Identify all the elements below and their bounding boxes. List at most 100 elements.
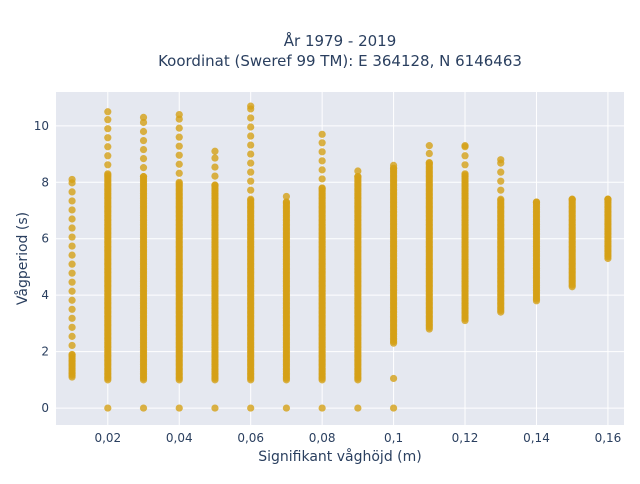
data-point [68, 260, 76, 268]
data-point [175, 404, 183, 412]
data-point [461, 161, 469, 169]
data-point [68, 269, 76, 277]
data-point [461, 170, 469, 178]
data-point [175, 160, 183, 168]
data-point [104, 134, 112, 142]
data-point [211, 172, 219, 180]
y-tick-label: 2 [41, 345, 49, 359]
x-tick-label: 0,14 [523, 431, 550, 445]
data-point [104, 161, 112, 169]
plot-background [56, 92, 624, 425]
data-point [354, 404, 362, 412]
data-point [389, 404, 398, 412]
data-point [247, 404, 255, 412]
data-point [211, 147, 219, 155]
data-point [175, 178, 183, 186]
data-point [139, 404, 148, 412]
data-point [247, 102, 255, 110]
x-tick-label: 0,12 [452, 431, 479, 445]
data-point [247, 114, 255, 122]
data-point [247, 150, 255, 158]
data-point [68, 224, 76, 232]
data-point [497, 168, 505, 176]
x-tick-label: 0,08 [309, 431, 336, 445]
data-point [68, 323, 76, 331]
data-point [68, 341, 76, 350]
data-point [211, 163, 219, 171]
data-point [104, 108, 112, 116]
data-point [104, 170, 112, 178]
data-point [175, 124, 183, 132]
x-tick-label: 0,06 [237, 431, 264, 445]
data-point [139, 127, 148, 136]
data-point [247, 132, 255, 140]
data-point [68, 197, 76, 205]
data-point [568, 195, 576, 203]
data-point [68, 350, 76, 359]
data-point [318, 404, 326, 412]
data-point [68, 305, 76, 313]
data-point [139, 113, 148, 121]
data-point [175, 110, 183, 119]
data-point [425, 158, 433, 167]
data-point [139, 118, 148, 127]
data-point [68, 296, 76, 304]
data-point [139, 173, 148, 181]
data-point [68, 175, 76, 184]
data-point [247, 186, 255, 194]
data-point [247, 195, 255, 203]
data-points [68, 102, 612, 412]
data-point [68, 188, 76, 196]
data-point [318, 166, 326, 174]
data-point [318, 148, 326, 156]
data-point [425, 142, 433, 150]
data-point [68, 314, 76, 322]
tick-labels: 0,02 0,04 0,06 0,08 0,1 0,12 0,14 0,16 0 2 4 6 8 10 [34, 119, 622, 445]
data-point [211, 181, 219, 189]
data-point [461, 142, 469, 150]
data-point [68, 233, 76, 241]
data-point [68, 251, 76, 259]
data-point [318, 175, 326, 183]
data-point [497, 195, 505, 203]
data-point [318, 139, 326, 147]
data-point [68, 287, 76, 295]
chart-title-line-1: År 1979 - 2019 [284, 31, 397, 50]
data-point [461, 152, 469, 160]
x-tick-label: 0,04 [166, 431, 193, 445]
y-tick-label: 0 [41, 401, 49, 415]
data-point [68, 206, 76, 214]
data-point [175, 142, 183, 150]
data-point [139, 145, 148, 154]
data-point [175, 151, 183, 159]
data-point [532, 198, 541, 206]
x-tick-label: 0,02 [94, 431, 121, 445]
data-point [282, 198, 291, 206]
x-tick-label: 0,1 [384, 431, 403, 445]
data-point [211, 404, 219, 412]
x-axis-title: Signifikant våghöjd (m) [258, 448, 421, 465]
y-tick-label: 6 [41, 232, 49, 246]
data-point [318, 184, 326, 192]
data-point [318, 157, 326, 165]
data-point [175, 133, 183, 141]
data-point [354, 167, 362, 175]
data-point [68, 332, 76, 340]
y-tick-label: 4 [41, 288, 49, 302]
data-point [282, 404, 291, 412]
y-tick-label: 8 [41, 175, 49, 189]
data-point [104, 125, 112, 133]
data-point [425, 149, 433, 158]
data-point [139, 164, 148, 172]
data-point [318, 130, 326, 138]
data-point [497, 177, 505, 185]
x-tick-label: 0,16 [595, 431, 622, 445]
data-point [354, 173, 362, 181]
data-point [604, 195, 612, 203]
data-point [139, 155, 148, 163]
data-point [139, 136, 148, 145]
data-point [497, 156, 505, 164]
data-point [282, 192, 291, 201]
